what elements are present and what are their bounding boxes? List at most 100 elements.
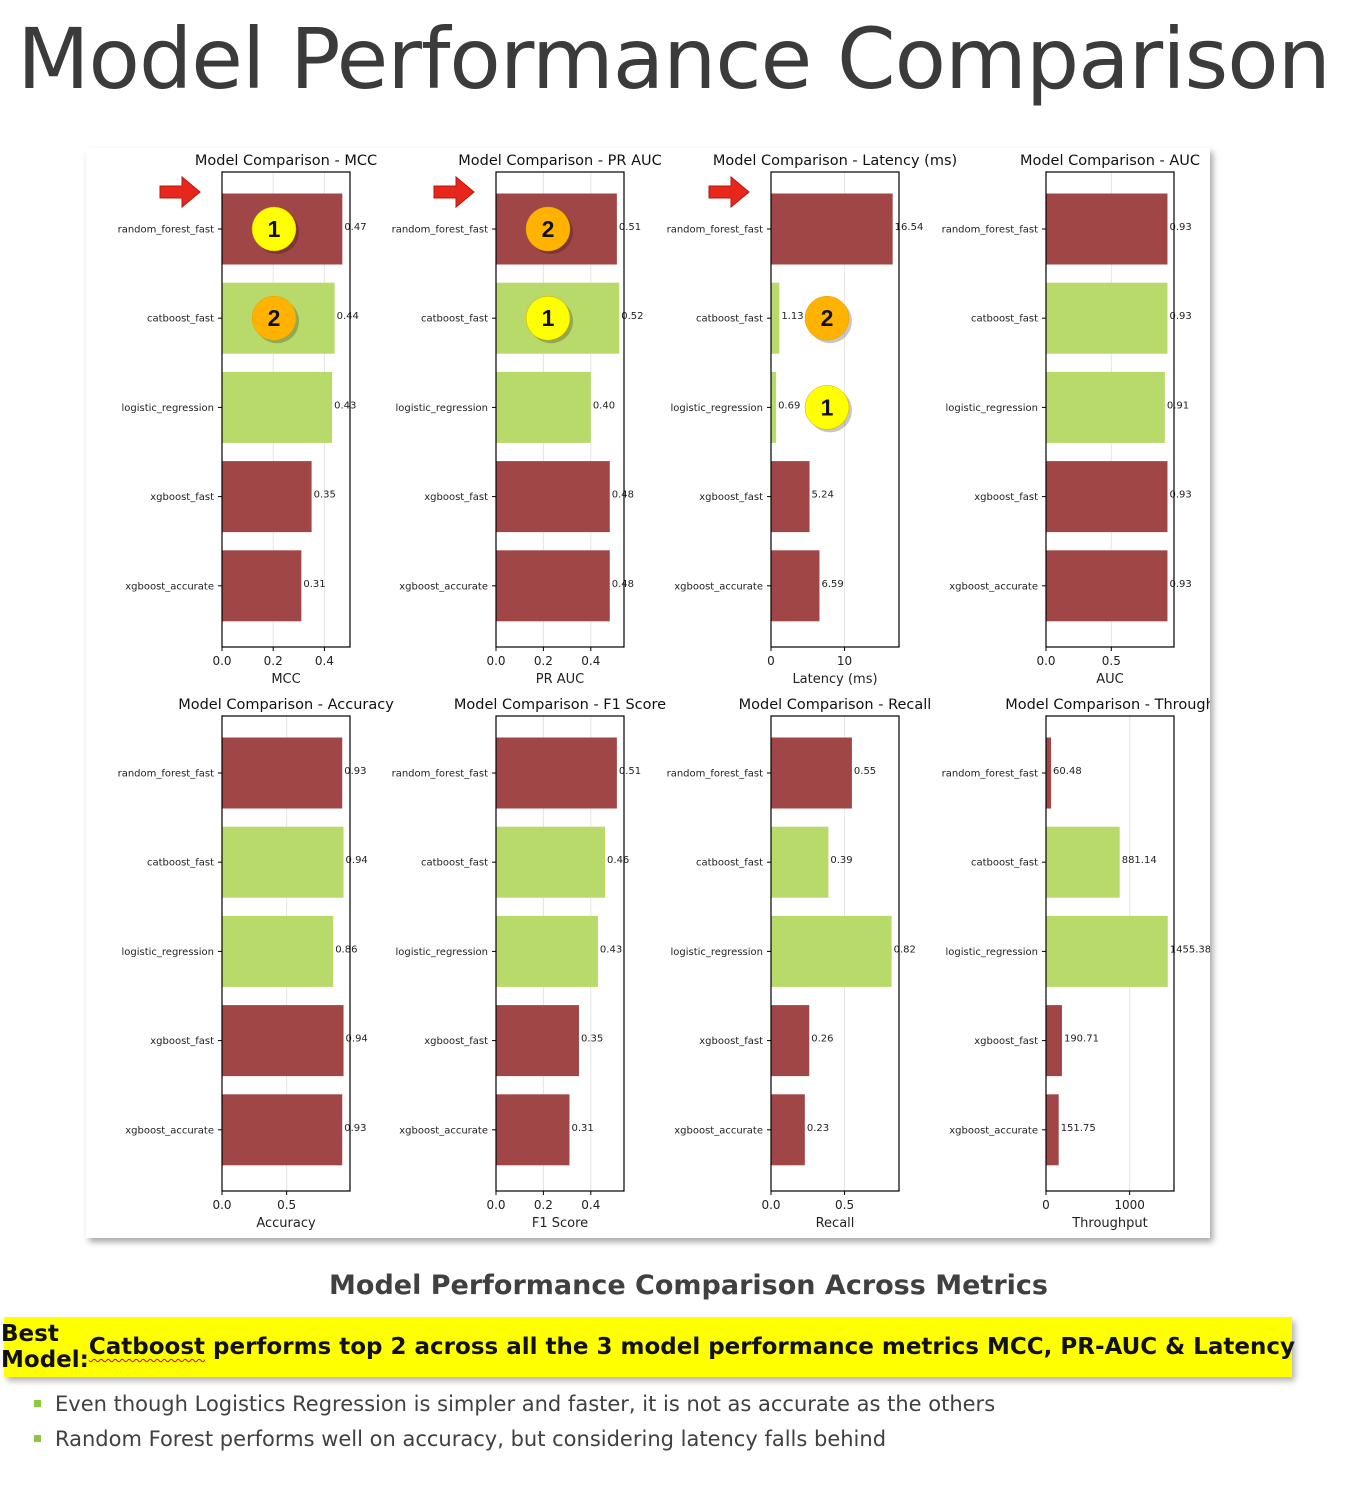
data-label: 0.91 — [1167, 400, 1189, 411]
data-label: 0.86 — [335, 944, 357, 955]
bar — [222, 550, 302, 622]
bar — [771, 371, 777, 443]
x-tick-label: 0.2 — [534, 1198, 553, 1212]
chart-title: Model Comparison - F1 Score — [454, 697, 666, 713]
red-arrow-icon — [433, 175, 475, 209]
red-arrow-icon — [708, 175, 750, 209]
category-tick-label: logistic_regression — [121, 947, 214, 958]
bar — [496, 1005, 579, 1077]
category-tick-label: logistic_regression — [945, 947, 1038, 958]
bar — [1046, 1094, 1059, 1166]
category-tick-label: random_forest_fast — [118, 769, 214, 780]
category-tick-label: xgboost_fast — [974, 1036, 1038, 1047]
category-tick-label: xgboost_accurate — [949, 581, 1038, 592]
data-label: 0.23 — [807, 1123, 829, 1134]
category-tick-label: random_forest_fast — [667, 769, 763, 780]
category-tick-label: random_forest_fast — [942, 769, 1038, 780]
data-label: 0.52 — [621, 311, 643, 322]
data-label: 0.44 — [337, 311, 359, 322]
data-label: 0.35 — [581, 1034, 603, 1045]
bar — [1046, 193, 1168, 265]
x-axis-label: Recall — [816, 1216, 855, 1231]
bar — [222, 1005, 344, 1077]
bar — [1046, 461, 1168, 533]
chart-title: Model Comparison - PR AUC — [458, 153, 662, 169]
chart-figure: Model Comparison - MCC 0.47 random_forest_… — [86, 148, 1210, 1238]
x-tick-label: 0 — [767, 654, 775, 668]
data-label: 0.46 — [607, 855, 629, 866]
category-tick-label: random_forest_fast — [667, 225, 763, 236]
category-tick-label: xgboost_fast — [424, 1036, 488, 1047]
category-tick-label: xgboost_accurate — [674, 1125, 763, 1136]
data-label: 190.71 — [1064, 1034, 1099, 1045]
data-label: 0.35 — [314, 490, 336, 501]
x-axis-label: Latency (ms) — [792, 672, 877, 687]
bar — [222, 737, 343, 809]
bar — [222, 915, 334, 987]
x-tick-label: 0.4 — [581, 1198, 600, 1212]
rank-badge — [251, 295, 297, 341]
x-tick-label: 0.0 — [1036, 654, 1055, 668]
x-axis-label: PR AUC — [536, 672, 585, 687]
bar — [1046, 915, 1168, 987]
data-label: 0.94 — [346, 855, 368, 866]
x-tick-label: 0.2 — [264, 654, 283, 668]
category-tick-label: logistic_regression — [670, 403, 763, 414]
rank-badge — [525, 206, 571, 252]
x-tick-label: 0.0 — [212, 1198, 231, 1212]
category-tick-label: logistic_regression — [395, 947, 488, 958]
bar — [222, 371, 333, 443]
plot-frame — [770, 171, 900, 648]
rank-badge — [525, 295, 571, 341]
bar — [496, 550, 610, 622]
red-arrow-icon — [159, 175, 201, 209]
bar — [496, 1094, 570, 1166]
plot-frame — [221, 715, 351, 1192]
data-label: 0.93 — [1169, 311, 1191, 322]
chart-title: Model Comparison - MCC — [195, 153, 377, 169]
data-label: 5.24 — [812, 490, 834, 501]
bar — [496, 371, 591, 443]
chart-title: Model Comparison - Through — [1005, 697, 1210, 713]
bar — [222, 461, 312, 533]
x-tick-label: 0.4 — [581, 654, 600, 668]
category-tick-label: logistic_regression — [121, 403, 214, 414]
x-tick-label: 0.2 — [534, 654, 553, 668]
x-axis-label: MCC — [271, 672, 300, 687]
x-axis-label: Throughput — [1071, 1216, 1148, 1231]
data-label: 0.93 — [344, 766, 366, 777]
data-label: 0.48 — [612, 579, 634, 590]
category-tick-label: catboost_fast — [147, 858, 214, 869]
bullet-item: Random Forest performs well on accuracy,… — [34, 1423, 995, 1458]
data-label: 0.69 — [778, 400, 800, 411]
data-label: 0.31 — [571, 1123, 593, 1134]
data-label: 6.59 — [821, 579, 843, 590]
bar — [1046, 550, 1168, 622]
data-label: 1455.38 — [1170, 944, 1210, 955]
category-tick-label: xgboost_accurate — [125, 1125, 214, 1136]
x-tick-label: 0.0 — [761, 1198, 780, 1212]
category-tick-label: catboost_fast — [971, 858, 1038, 869]
category-tick-label: xgboost_fast — [974, 492, 1038, 503]
bar — [771, 826, 829, 898]
x-tick-label: 0.4 — [315, 654, 334, 668]
data-label: 1.13 — [781, 311, 803, 322]
bar — [771, 1005, 810, 1077]
category-tick-label: xgboost_accurate — [125, 581, 214, 592]
data-label: 16.54 — [895, 222, 924, 233]
bar — [1046, 1005, 1062, 1077]
rank-badge — [251, 206, 297, 252]
data-label: 0.51 — [619, 222, 641, 233]
data-label: 0.39 — [830, 855, 852, 866]
x-tick-label: 1000 — [1114, 1198, 1145, 1212]
data-label: 0.82 — [894, 944, 916, 955]
slide-title: Model Performance Comparison — [17, 10, 1331, 108]
bar — [496, 915, 598, 987]
data-label: 0.93 — [1169, 490, 1191, 501]
rank-badge-label: 1 — [821, 394, 834, 420]
data-label: 0.51 — [619, 766, 641, 777]
chart-grid-svg: Model Comparison - MCC 0.47 random_forest_… — [118, 153, 1210, 1231]
rank-badge-label: 1 — [542, 305, 555, 331]
category-tick-label: xgboost_fast — [699, 492, 763, 503]
category-tick-label: logistic_regression — [945, 403, 1038, 414]
